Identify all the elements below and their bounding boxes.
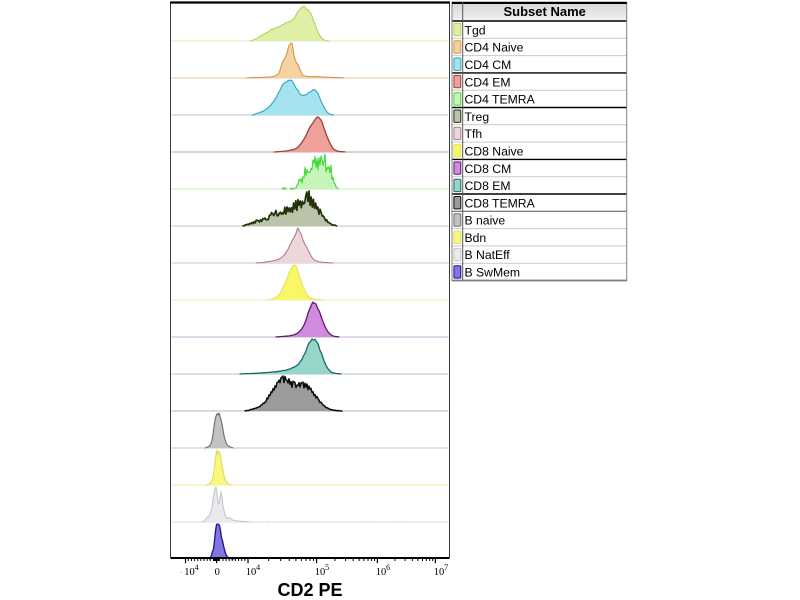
svg-text:4: 4 bbox=[256, 563, 260, 572]
svg-text:0: 0 bbox=[215, 567, 220, 578]
svg-text:CD4 CM: CD4 CM bbox=[465, 58, 512, 72]
svg-text:10: 10 bbox=[315, 567, 326, 578]
svg-text:Tgd: Tgd bbox=[465, 23, 486, 37]
svg-text:B naive: B naive bbox=[465, 214, 506, 228]
svg-text:6: 6 bbox=[386, 563, 390, 572]
svg-text:CD4 Naive: CD4 Naive bbox=[465, 41, 524, 55]
svg-text:CD4 EM: CD4 EM bbox=[465, 75, 511, 89]
svg-text:7: 7 bbox=[444, 563, 448, 572]
svg-text:CD8 EM: CD8 EM bbox=[465, 179, 511, 193]
svg-text:B NatEff: B NatEff bbox=[465, 248, 511, 262]
svg-text:5: 5 bbox=[325, 563, 329, 572]
svg-text:10: 10 bbox=[246, 567, 257, 578]
svg-text:B SwMem: B SwMem bbox=[465, 266, 521, 280]
svg-text:CD4 TEMRA: CD4 TEMRA bbox=[465, 93, 536, 107]
svg-text:CD8 Naive: CD8 Naive bbox=[465, 144, 524, 158]
svg-text:-: - bbox=[180, 567, 183, 578]
svg-text:CD2 PE: CD2 PE bbox=[277, 580, 342, 600]
svg-text:10: 10 bbox=[184, 567, 195, 578]
svg-text:Treg: Treg bbox=[465, 110, 490, 124]
svg-text:Bdn: Bdn bbox=[465, 231, 487, 245]
svg-text:Tfh: Tfh bbox=[465, 127, 483, 141]
svg-text:Subset Name: Subset Name bbox=[504, 4, 586, 19]
svg-text:10: 10 bbox=[376, 567, 387, 578]
svg-text:CD8 CM: CD8 CM bbox=[465, 162, 512, 176]
svg-text:10: 10 bbox=[434, 567, 445, 578]
svg-text:4: 4 bbox=[195, 563, 199, 572]
svg-text:CD8 TEMRA: CD8 TEMRA bbox=[465, 196, 536, 210]
